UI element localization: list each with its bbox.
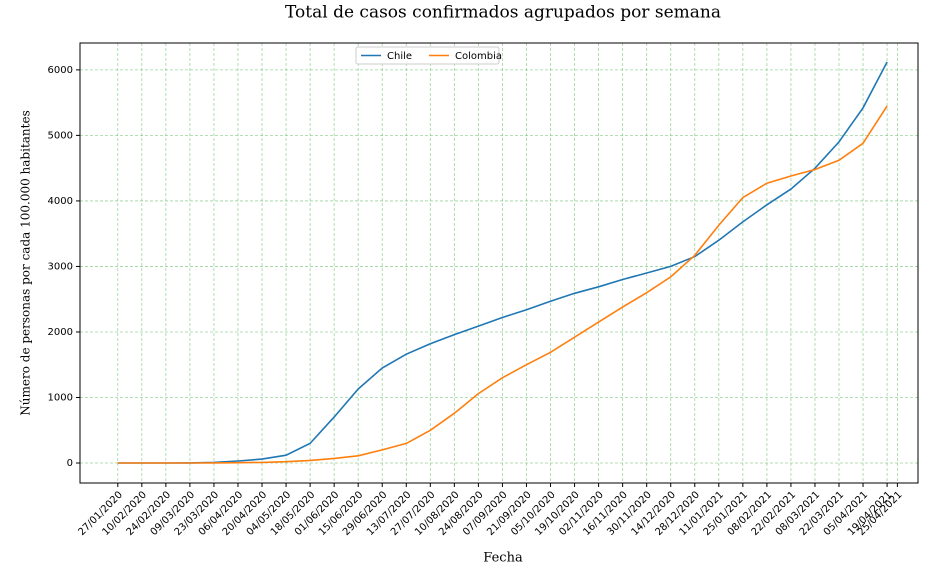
y-tick-label: 4000 [48, 196, 73, 207]
legend-label: Colombia [455, 51, 502, 62]
legend-box [355, 46, 500, 65]
series-line [117, 105, 888, 464]
y-axis-label: Número de personas por cada 100.000 habi… [19, 110, 33, 415]
plot-frame [79, 42, 919, 484]
series-line [117, 61, 888, 464]
chart-title: Total de casos confirmados agrupados por… [285, 3, 721, 23]
y-tick-label: 3000 [48, 261, 73, 272]
y-tick-label: 2000 [48, 327, 73, 338]
x-axis-label: Fecha [483, 551, 523, 566]
y-tick-label: 5000 [48, 130, 73, 141]
legend-label: Chile [387, 51, 412, 62]
y-tick-label: 6000 [48, 65, 73, 76]
y-tick-label: 0 [67, 458, 73, 469]
y-tick-label: 1000 [48, 392, 73, 403]
